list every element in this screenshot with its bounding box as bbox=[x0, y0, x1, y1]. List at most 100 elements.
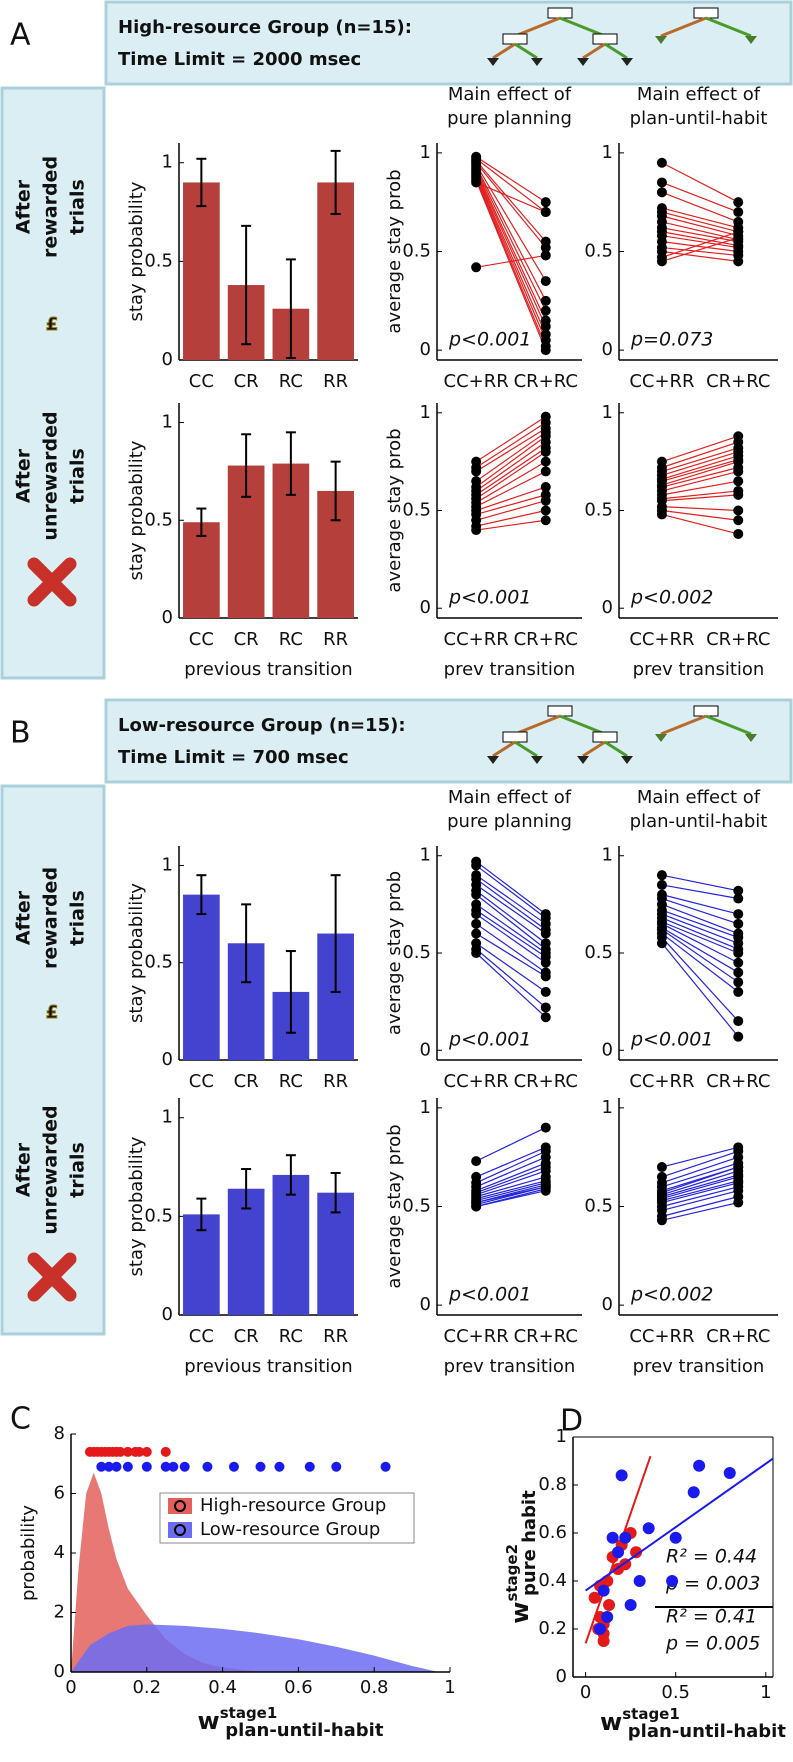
point bbox=[228, 1461, 239, 1472]
annotation: R² = 0.44 bbox=[666, 1546, 757, 1568]
x-tick-label: 0.4 bbox=[208, 1677, 237, 1698]
tree-edge bbox=[514, 42, 538, 60]
pair-line bbox=[475, 451, 547, 500]
point bbox=[615, 1469, 628, 1482]
point bbox=[594, 1623, 607, 1635]
row-label: trials bbox=[67, 179, 89, 235]
pair-line bbox=[475, 1156, 546, 1188]
point bbox=[633, 1575, 646, 1587]
task-tree-icon bbox=[487, 705, 633, 764]
tree-edge bbox=[492, 42, 516, 60]
pair-line bbox=[475, 878, 547, 931]
x-tick-label: 0.6 bbox=[284, 1677, 313, 1698]
point bbox=[540, 957, 551, 968]
tree-edge bbox=[705, 16, 752, 38]
point bbox=[380, 1461, 391, 1472]
pair-line bbox=[475, 909, 547, 958]
error-bar bbox=[241, 224, 252, 346]
point bbox=[471, 466, 482, 477]
pair-line bbox=[475, 913, 547, 964]
point bbox=[540, 466, 551, 477]
x-tick-label: CC+RR bbox=[444, 1071, 509, 1092]
point bbox=[733, 476, 744, 487]
row-box bbox=[0, 784, 106, 1336]
pair-line bbox=[661, 1174, 739, 1198]
point bbox=[540, 456, 551, 467]
point bbox=[656, 177, 667, 188]
pair-line bbox=[661, 215, 739, 237]
label-base: w bbox=[198, 1707, 220, 1735]
annotation: p<0.002 bbox=[630, 587, 713, 609]
bar bbox=[183, 894, 220, 1060]
y-tick-label: 0.4 bbox=[538, 1570, 567, 1591]
pair-line bbox=[661, 231, 739, 258]
point bbox=[588, 1591, 601, 1604]
row-label: unrewarded bbox=[40, 411, 62, 540]
pair-line bbox=[475, 948, 547, 1008]
group-title: High-resource Group (n=15): bbox=[118, 17, 412, 38]
tree-leaf bbox=[531, 58, 543, 66]
point bbox=[540, 971, 551, 982]
pair-line bbox=[661, 1190, 739, 1212]
chart-title: Main effect of bbox=[448, 787, 572, 808]
pair-line bbox=[661, 451, 739, 476]
point bbox=[656, 1215, 667, 1226]
point bbox=[540, 1185, 551, 1196]
point bbox=[115, 1446, 126, 1457]
pair-line bbox=[661, 459, 739, 482]
point bbox=[111, 1461, 122, 1472]
point bbox=[733, 515, 744, 526]
point bbox=[656, 879, 667, 890]
pair-line bbox=[661, 466, 739, 488]
x-axis-label: prev transition bbox=[633, 1356, 765, 1377]
x-tick-label: CC+RR bbox=[629, 1326, 694, 1347]
tree-edge bbox=[514, 740, 538, 758]
point bbox=[471, 1156, 482, 1167]
point bbox=[134, 1446, 145, 1457]
error-bar bbox=[285, 431, 296, 496]
tree-node bbox=[547, 7, 573, 19]
point bbox=[540, 1012, 551, 1023]
task-tree-icon bbox=[655, 705, 757, 742]
row-label: rewarded bbox=[40, 867, 62, 969]
pair-line bbox=[661, 221, 739, 241]
pair-line bbox=[475, 170, 547, 321]
pair-line bbox=[476, 1186, 546, 1206]
error-bar bbox=[330, 149, 341, 216]
chart-title: plan-until-habit bbox=[630, 811, 768, 832]
point bbox=[733, 489, 744, 500]
point bbox=[540, 1122, 551, 1133]
task-tree-icon bbox=[487, 7, 633, 66]
x-tick-label: CR+RC bbox=[514, 1326, 578, 1347]
pair-line bbox=[661, 513, 739, 535]
point bbox=[666, 1575, 679, 1587]
point bbox=[733, 528, 744, 539]
point bbox=[255, 1461, 266, 1472]
y-tick-label: 1 bbox=[556, 1426, 567, 1447]
chart-title: pure planning bbox=[447, 811, 572, 832]
tree-node bbox=[502, 33, 528, 45]
point bbox=[733, 957, 744, 968]
x-tick-label: CR+RC bbox=[514, 1071, 578, 1092]
x-tick-label: CR+RC bbox=[706, 371, 770, 392]
x-tick-label: CR+RC bbox=[706, 1071, 770, 1092]
legend-swatch bbox=[168, 1498, 192, 1514]
x-tick-label: 1 bbox=[760, 1682, 771, 1703]
pair-line bbox=[475, 864, 547, 919]
point bbox=[122, 1461, 133, 1472]
tree-leaf bbox=[745, 36, 757, 44]
pair-line bbox=[661, 1176, 739, 1200]
y-tick-label: 0 bbox=[602, 339, 613, 360]
y-tick-label: 0 bbox=[602, 597, 613, 618]
pair-line bbox=[661, 909, 739, 939]
x-tick-label: RR bbox=[323, 371, 348, 392]
y-tick-label: 0.5 bbox=[144, 1205, 173, 1226]
pair-line bbox=[475, 156, 547, 203]
point bbox=[733, 918, 744, 929]
pound-icon: £ bbox=[46, 1002, 59, 1023]
pair-line bbox=[661, 1146, 739, 1168]
chart-title: Main effect of bbox=[448, 84, 572, 105]
pair-line bbox=[475, 874, 547, 925]
error-bar bbox=[196, 157, 207, 208]
x-tick-label: CR bbox=[234, 1071, 259, 1092]
